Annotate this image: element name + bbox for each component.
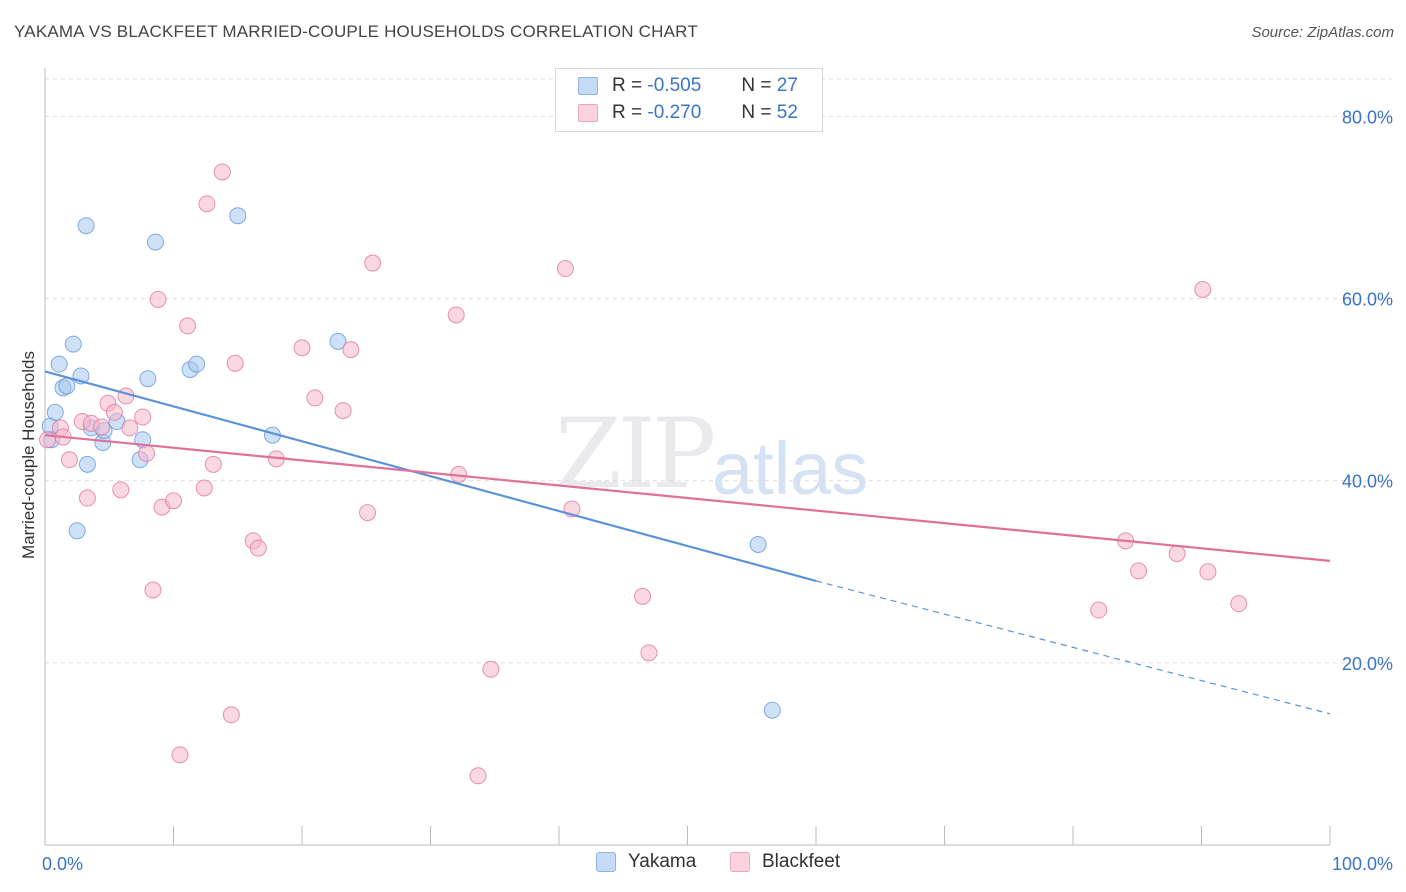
data-point-blackfeet <box>138 444 156 462</box>
data-point-blackfeet <box>60 451 78 469</box>
legend-item-yakama[interactable]: Yakama <box>596 851 696 873</box>
data-point-blackfeet <box>112 481 130 499</box>
data-point-yakama <box>77 217 95 235</box>
data-point-yakama <box>147 233 165 251</box>
legend-label-blackfeet: Blackfeet <box>762 851 841 872</box>
y-axis-label: Married-couple Households <box>19 351 38 559</box>
trend-line-yakama <box>44 370 817 582</box>
data-point-blackfeet <box>1230 595 1248 613</box>
data-point-yakama <box>50 355 68 373</box>
chart-title: YAKAMA VS BLACKFEET MARRIED-COUPLE HOUSE… <box>14 22 698 41</box>
data-point-blackfeet <box>179 317 197 335</box>
data-point-blackfeet <box>195 479 213 497</box>
watermark-zip: ZIP <box>555 398 716 510</box>
data-point-yakama <box>749 535 767 553</box>
data-point-blackfeet <box>198 195 216 213</box>
legend-row-yakama: R = -0.505 N = 27 <box>578 73 798 99</box>
data-point-blackfeet <box>171 746 189 764</box>
legend-r-label: R = <box>612 75 643 96</box>
data-point-blackfeet <box>213 163 231 181</box>
data-point-blackfeet <box>482 660 500 678</box>
data-point-blackfeet <box>640 644 658 662</box>
legend-swatch-yakama <box>596 852 616 872</box>
data-point-yakama <box>763 701 781 719</box>
data-point-yakama <box>229 207 247 225</box>
y-tick-label: 20.0% <box>1342 654 1393 674</box>
data-point-blackfeet <box>293 339 311 357</box>
data-point-blackfeet <box>447 306 465 324</box>
data-point-yakama <box>58 377 76 395</box>
data-point-yakama <box>46 403 64 421</box>
data-point-blackfeet <box>1090 601 1108 619</box>
y-tick-label: 60.0% <box>1342 290 1393 310</box>
data-point-blackfeet <box>364 254 382 272</box>
legend-r-value: -0.505 <box>647 75 702 96</box>
data-point-blackfeet <box>105 403 123 421</box>
data-point-blackfeet <box>306 389 324 407</box>
legend-n-label: N = <box>741 75 772 96</box>
data-point-blackfeet <box>222 706 240 724</box>
data-point-blackfeet <box>359 504 377 522</box>
series-legend: Yakama Blackfeet <box>0 851 1406 879</box>
y-tick-label: 80.0% <box>1342 107 1393 127</box>
data-point-blackfeet <box>1199 563 1217 581</box>
data-point-blackfeet <box>342 341 360 359</box>
data-point-blackfeet <box>144 581 162 599</box>
data-point-blackfeet <box>149 290 167 308</box>
data-point-blackfeet <box>39 431 57 449</box>
data-point-yakama <box>188 355 206 373</box>
data-point-blackfeet <box>226 354 244 372</box>
legend-row-blackfeet: R = -0.270 N = 52 <box>578 100 798 126</box>
data-point-yakama <box>78 455 96 473</box>
legend-swatch-blackfeet <box>578 104 598 122</box>
legend-n-label: N = <box>741 102 772 123</box>
data-point-blackfeet <box>634 587 652 605</box>
y-tick-label: 40.0% <box>1342 472 1393 492</box>
legend-swatch-yakama <box>578 77 598 95</box>
legend-r-label: R = <box>612 102 643 123</box>
data-point-yakama <box>68 522 86 540</box>
legend-n-value: 27 <box>776 75 798 96</box>
data-point-blackfeet <box>556 260 574 278</box>
data-point-blackfeet <box>334 402 352 420</box>
watermark-atlas: atlas <box>712 427 869 510</box>
data-point-blackfeet <box>469 767 487 785</box>
data-point-yakama <box>329 332 347 350</box>
legend-swatch-blackfeet <box>730 852 750 872</box>
data-point-blackfeet <box>249 539 267 557</box>
data-point-yakama <box>139 370 157 388</box>
data-point-blackfeet <box>1194 280 1212 298</box>
data-point-blackfeet <box>1130 562 1148 580</box>
correlation-legend: R = -0.505 N = 27 R = -0.270 N = 52 <box>555 68 823 132</box>
data-point-yakama <box>64 335 82 353</box>
legend-item-blackfeet[interactable]: Blackfeet <box>730 851 840 873</box>
data-point-blackfeet <box>165 492 182 510</box>
legend-r-value: -0.270 <box>647 102 702 123</box>
data-point-blackfeet <box>1168 545 1186 563</box>
legend-label-yakama: Yakama <box>628 851 697 872</box>
data-point-blackfeet <box>93 418 111 436</box>
trend-line-blackfeet <box>44 434 1331 562</box>
chart-source: Source: ZipAtlas.com <box>1251 24 1394 41</box>
data-point-blackfeet <box>78 489 96 507</box>
x-tick-label: 100.0% <box>1332 854 1393 874</box>
trend-line-extension-yakama <box>815 580 1331 715</box>
x-tick-label: 0.0% <box>42 854 83 874</box>
legend-n-value: 52 <box>776 102 798 123</box>
data-point-blackfeet <box>121 419 139 437</box>
data-point-blackfeet <box>134 408 152 426</box>
data-point-blackfeet <box>204 455 222 473</box>
